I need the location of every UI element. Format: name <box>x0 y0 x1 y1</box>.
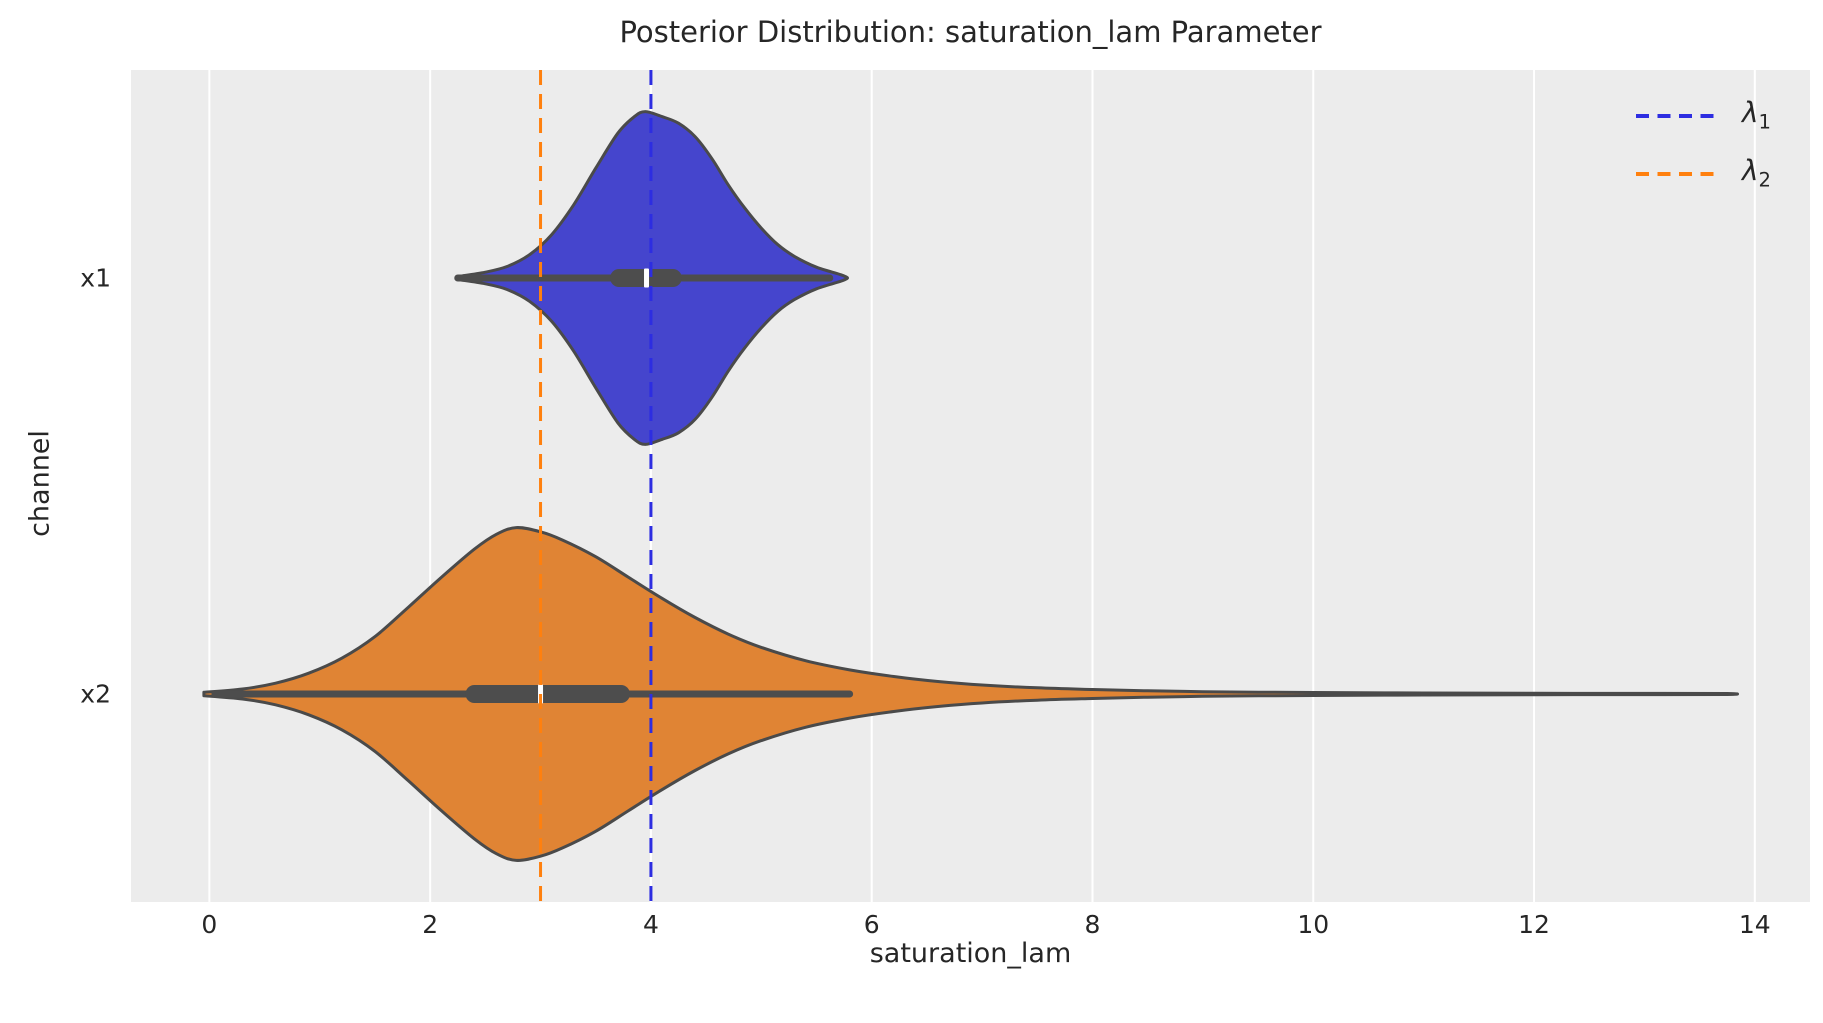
x-tick-label-14: 14 <box>1738 910 1771 939</box>
x-tick-label-10: 10 <box>1297 910 1330 939</box>
x-axis-label: saturation_lam <box>869 938 1072 969</box>
y-category-label-x2: x2 <box>80 679 111 709</box>
y-axis-label: channel <box>24 430 56 537</box>
chart-title: Posterior Distribution: saturation_lam P… <box>619 15 1322 49</box>
legend: λ1 λ2 <box>1634 94 1771 196</box>
legend-entry-lambda1: λ1 <box>1634 94 1771 138</box>
violin-x2 <box>202 526 1740 862</box>
lambda2-dashed-line-swatch <box>1635 172 1714 176</box>
legend-entry-lambda2: λ2 <box>1634 152 1771 196</box>
median-x1 <box>644 268 650 288</box>
x-tick-label-2: 2 <box>422 910 439 939</box>
legend-label-lambda2: λ2 <box>1741 154 1771 192</box>
iqr-box-x2 <box>465 685 630 703</box>
x-tick-label-8: 8 <box>1084 910 1101 939</box>
x-tick-label-12: 12 <box>1518 910 1550 939</box>
x-tick-label-0: 0 <box>201 910 218 939</box>
y-category-label-x1: x1 <box>80 263 111 293</box>
x-tick-label-4: 4 <box>642 910 659 939</box>
legend-label-lambda1: λ1 <box>1741 96 1771 134</box>
x-tick-label-6: 6 <box>863 910 880 939</box>
lambda1-dashed-line-swatch <box>1635 114 1714 118</box>
